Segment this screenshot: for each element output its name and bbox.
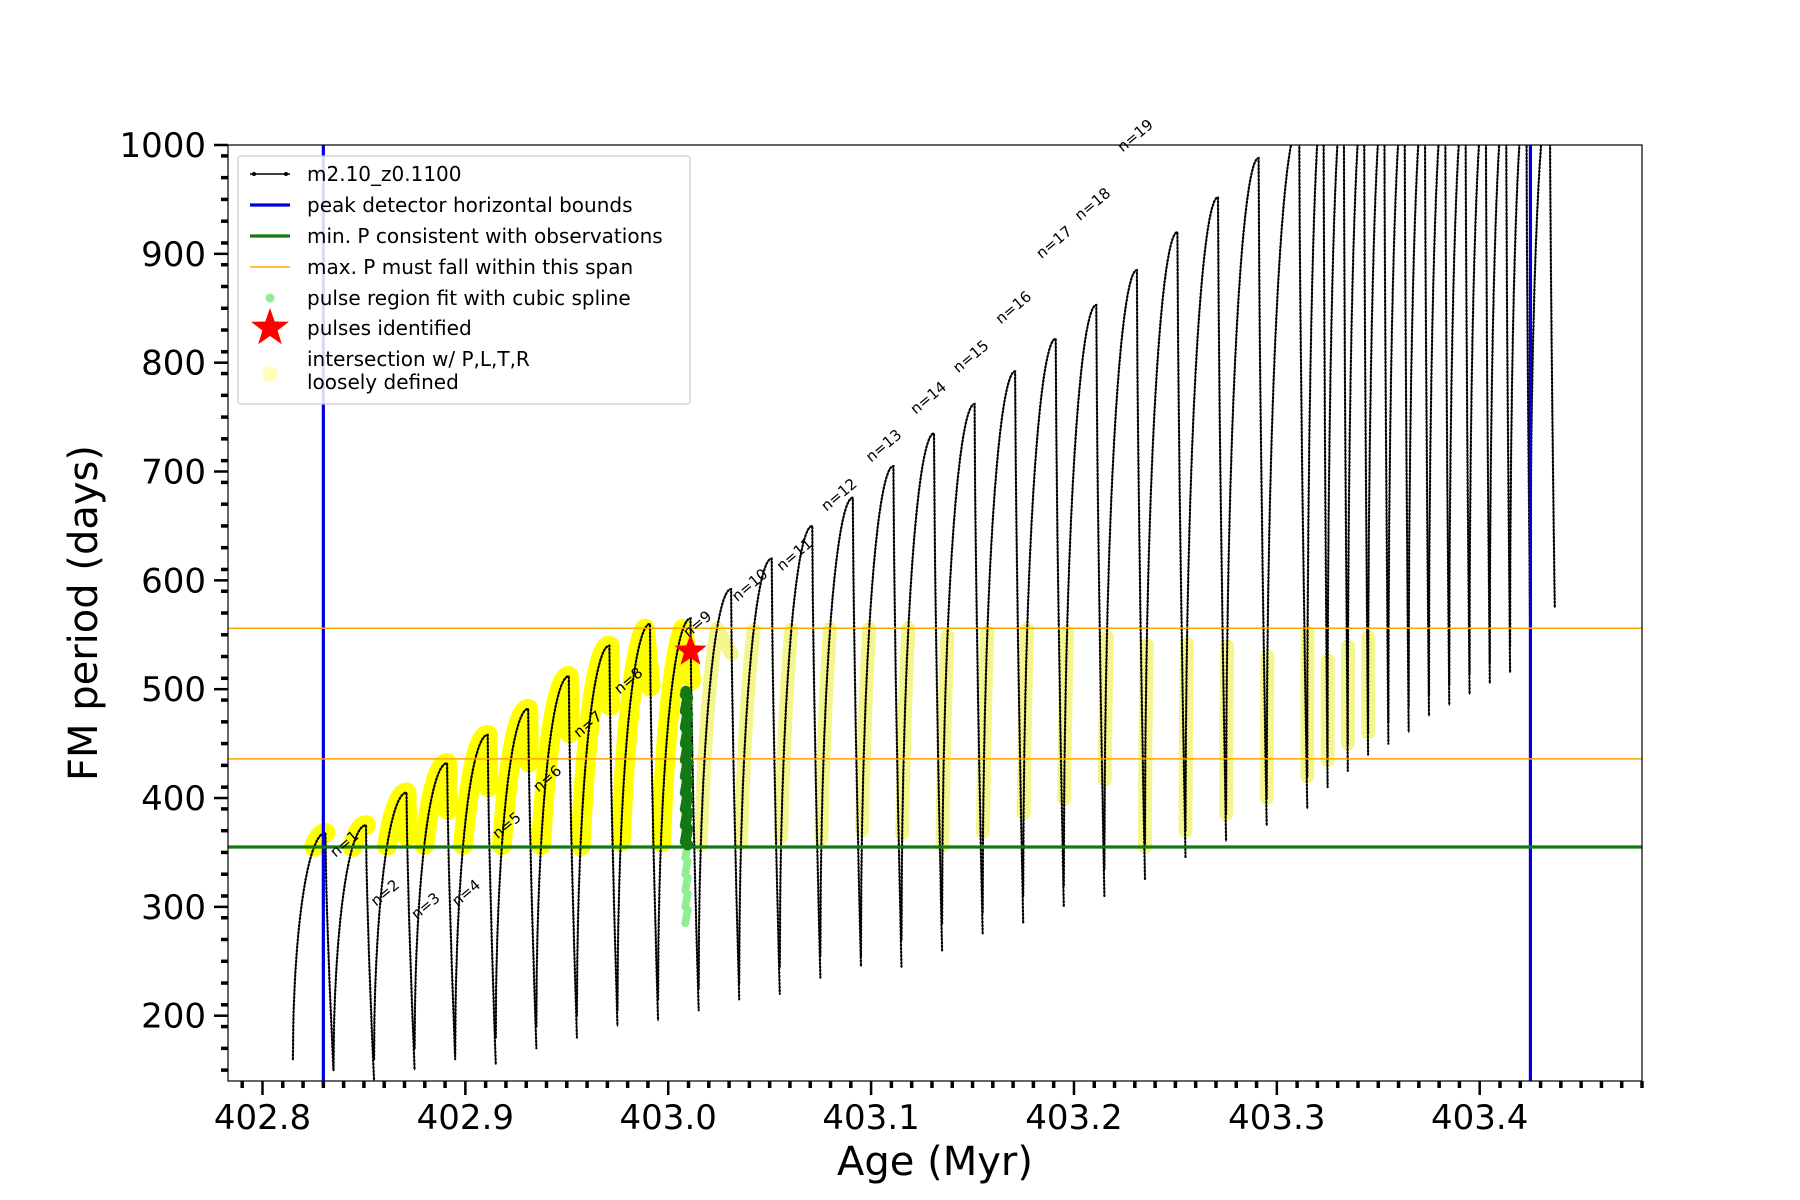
track-cycle-9-line xyxy=(616,623,659,1022)
track-cycle-27-line xyxy=(1327,145,1349,771)
plot-area xyxy=(228,145,1642,1081)
legend-item-2-label: peak detector horizontal bounds xyxy=(307,193,633,217)
spline-fit-points xyxy=(679,685,694,928)
pulse-identified-star xyxy=(674,634,707,665)
legend-item-7-label-line: loosely defined xyxy=(307,370,459,394)
track-cycle-14-line xyxy=(819,496,862,967)
legend-item-7-label-line: intersection w/ P,L,T,R xyxy=(307,347,530,371)
track-cycle-12-line xyxy=(738,558,781,994)
legend-item-4-label: max. P must fall within this span xyxy=(307,255,633,279)
x-tick-label: 403.3 xyxy=(1228,1098,1325,1138)
legend-item-1-label: m2.10_z0.1100 xyxy=(307,162,462,186)
track-cycle-5-line xyxy=(454,734,497,1065)
track-cycle-23-line xyxy=(1184,196,1227,842)
track-cycle-34-line xyxy=(1469,145,1491,684)
track-cycle-26-line xyxy=(1306,145,1329,788)
track-cycle-11-line xyxy=(698,588,740,1000)
axes: 402.8 402.9 403.0 403.1 403.2 403.3 403.4 200 30… xyxy=(119,126,1644,1138)
track-cycle-3-line xyxy=(373,792,416,1071)
y-tick-label: 400 xyxy=(141,779,206,819)
track-cycle-18-line xyxy=(982,370,1024,924)
x-tick-label: 402.8 xyxy=(214,1098,311,1138)
y-tick-label: 700 xyxy=(141,453,206,493)
legend-item-6-label: pulses identified xyxy=(307,316,472,340)
track-cycle-7-line xyxy=(535,675,578,1038)
x-tick-label: 403.1 xyxy=(822,1098,919,1138)
legend-item-6-symbol xyxy=(251,308,289,345)
y-tick-label: 600 xyxy=(141,561,206,601)
spline-fit-point xyxy=(680,685,692,697)
legend-item-1-marker xyxy=(252,172,256,176)
legend-item-7-label: intersection w/ P,L,T,R loosely defined xyxy=(307,347,530,394)
track-cycle-21-line xyxy=(1103,269,1146,880)
x-tick-label: 403.0 xyxy=(620,1098,717,1138)
y-axis-title: FM period (days) xyxy=(61,445,107,781)
legend-item-7-symbol xyxy=(262,366,278,382)
track-cycle-28-line xyxy=(1347,145,1369,755)
legend-item-5-label: pulse region fit with cubic spline xyxy=(307,286,631,310)
track-cycle-32-line xyxy=(1428,145,1450,706)
x-tick-label: 403.2 xyxy=(1025,1098,1122,1138)
y-tick-label: 900 xyxy=(141,235,206,275)
pulses-identified-markers xyxy=(674,634,707,665)
x-tick-label: 403.4 xyxy=(1431,1098,1528,1138)
period-track-series xyxy=(291,145,1556,1081)
legend-item-1-marker xyxy=(284,172,288,176)
legend-item-5-symbol xyxy=(265,293,275,303)
y-tick-label: 500 xyxy=(141,670,206,710)
track-cycle-30-line xyxy=(1387,145,1410,733)
track-cycle-6-line xyxy=(495,708,537,1049)
reference-lines xyxy=(228,145,1642,1081)
track-cycle-22-line xyxy=(1144,231,1187,858)
track-cycle-19-line xyxy=(1022,337,1065,907)
y-tick-label: 300 xyxy=(141,888,206,928)
legend-item-3-label: min. P consistent with observations xyxy=(307,224,663,248)
track-cycle-24-line xyxy=(1225,157,1268,826)
track-cycle-35-line xyxy=(1489,145,1511,673)
track-cycle-29-line xyxy=(1367,145,1389,744)
track-cycle-17-line xyxy=(941,403,984,935)
track-cycle-20-line xyxy=(1063,304,1105,897)
x-tick-label: 402.9 xyxy=(417,1098,514,1138)
track-cycle-37-line xyxy=(1529,145,1556,608)
track-cycle-25-line xyxy=(1266,145,1308,809)
x-axis-title: Age (Myr) xyxy=(837,1139,1033,1185)
track-cycle-4-line xyxy=(414,762,456,1060)
track-cycle-16-line xyxy=(900,432,943,951)
legend-box xyxy=(237,155,691,405)
track-cycle-15-line xyxy=(860,465,903,967)
track-cycle-36-line xyxy=(1509,145,1531,657)
y-tick-label: 200 xyxy=(141,997,206,1037)
intersection-blob-3 xyxy=(377,782,418,856)
track-cycle-31-line xyxy=(1408,145,1430,717)
track-cycle-8-line xyxy=(576,645,619,1027)
track-cycle-13-line xyxy=(779,525,821,978)
track-cycle-33-line xyxy=(1448,145,1471,695)
track-cycle-10-line xyxy=(657,617,700,1011)
y-tick-label: 1000 xyxy=(119,126,206,166)
y-tick-label: 800 xyxy=(141,344,206,384)
